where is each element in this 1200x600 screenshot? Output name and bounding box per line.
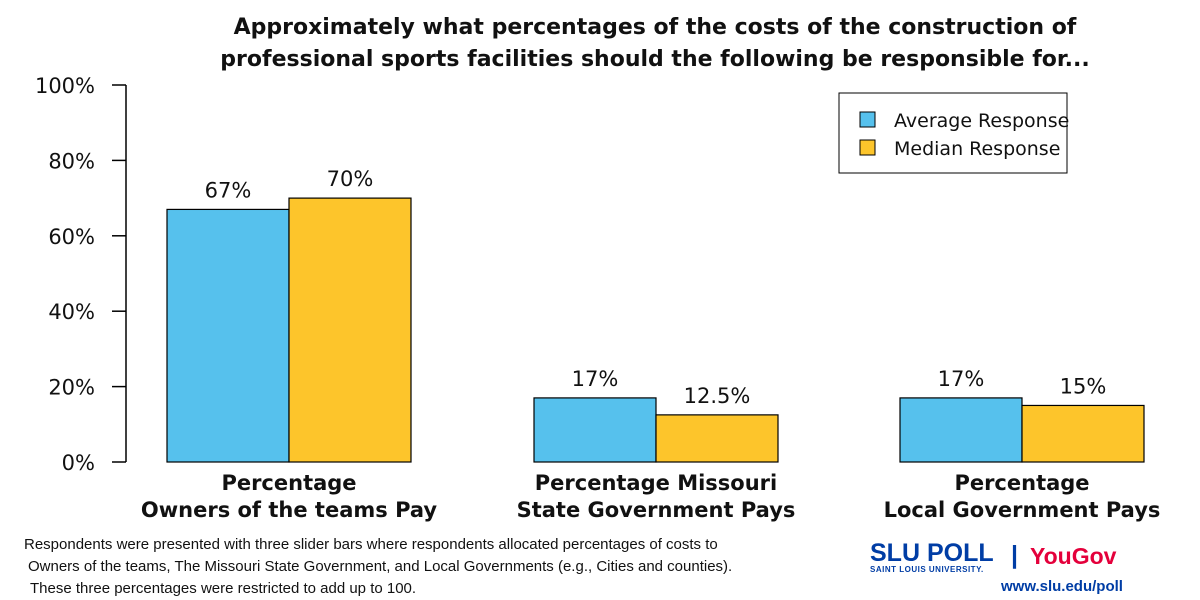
legend-box — [838, 92, 1068, 174]
chart-title-line-2: professional sports facilities should th… — [220, 47, 1089, 72]
logo-separator: | — [1011, 541, 1018, 569]
poll-url: www.slu.edu/poll — [1000, 578, 1123, 595]
category-label-0-line-2: Owners of the teams Pay — [141, 498, 438, 522]
footnote: Respondents were presented with three sl… — [24, 536, 732, 597]
data-labels-group: 67% 70% 17% 12.5% 17% 15% — [205, 167, 1107, 408]
category-label-1-line-2: State Government Pays — [517, 498, 796, 522]
bar-average-1 — [533, 397, 657, 463]
slu-poll-logo: SLU POLL — [870, 539, 994, 567]
bar-average-0 — [166, 208, 290, 463]
bar-average-2 — [899, 397, 1023, 463]
category-label-1-line-1: Percentage Missouri — [535, 471, 777, 495]
category-label-2-line-1: Percentage — [954, 471, 1089, 495]
slu-sub-logo: SAINT LOUIS UNIVERSITY. — [870, 565, 984, 574]
category-label-2-line-2: Local Government Pays — [884, 498, 1161, 522]
data-label-average-0: 67% — [205, 178, 252, 202]
category-labels-group: Percentage Owners of the teams Pay Percent… — [141, 471, 1161, 522]
yougov-logo: YouGov — [1030, 543, 1117, 569]
branding: SLU POLL SAINT LOUIS UNIVERSITY. | YouGo… — [870, 539, 1123, 595]
legend-swatch-average — [859, 111, 876, 128]
y-tick-label: 0% — [62, 451, 95, 475]
data-label-average-1: 17% — [572, 367, 619, 391]
chart-title-line-1: Approximately what percentages of the co… — [234, 15, 1077, 40]
bar-median-2 — [1021, 404, 1145, 463]
data-label-median-0: 70% — [327, 167, 374, 191]
footnote-line-2: Owners of the teams, The Missouri State … — [28, 558, 732, 575]
legend-label-average: Average Response — [894, 110, 1069, 132]
legend-label-median: Median Response — [894, 138, 1060, 160]
y-tick-label: 80% — [48, 149, 95, 173]
bar-median-1 — [655, 414, 779, 463]
data-label-average-2: 17% — [938, 367, 985, 391]
y-tick-label: 20% — [48, 376, 95, 400]
category-label-0-line-1: Percentage — [221, 471, 356, 495]
y-tick-label: 40% — [48, 300, 95, 324]
y-tick-label: 60% — [48, 225, 95, 249]
y-tick-label: 100% — [35, 74, 95, 98]
bar-median-0 — [288, 197, 412, 463]
data-label-median-2: 15% — [1060, 374, 1107, 398]
legend: Average Response Median Response — [838, 92, 1069, 174]
data-label-median-1: 12.5% — [684, 384, 751, 408]
bars-group — [166, 197, 1145, 463]
chart-title: Approximately what percentages of the co… — [220, 15, 1089, 72]
legend-swatch-median — [859, 139, 876, 156]
y-axis: 0% 20% 40% 60% 80% 100% — [35, 74, 127, 475]
footnote-line-3: These three percentages were restricted … — [30, 580, 416, 597]
footnote-line-1: Respondents were presented with three sl… — [24, 536, 718, 553]
